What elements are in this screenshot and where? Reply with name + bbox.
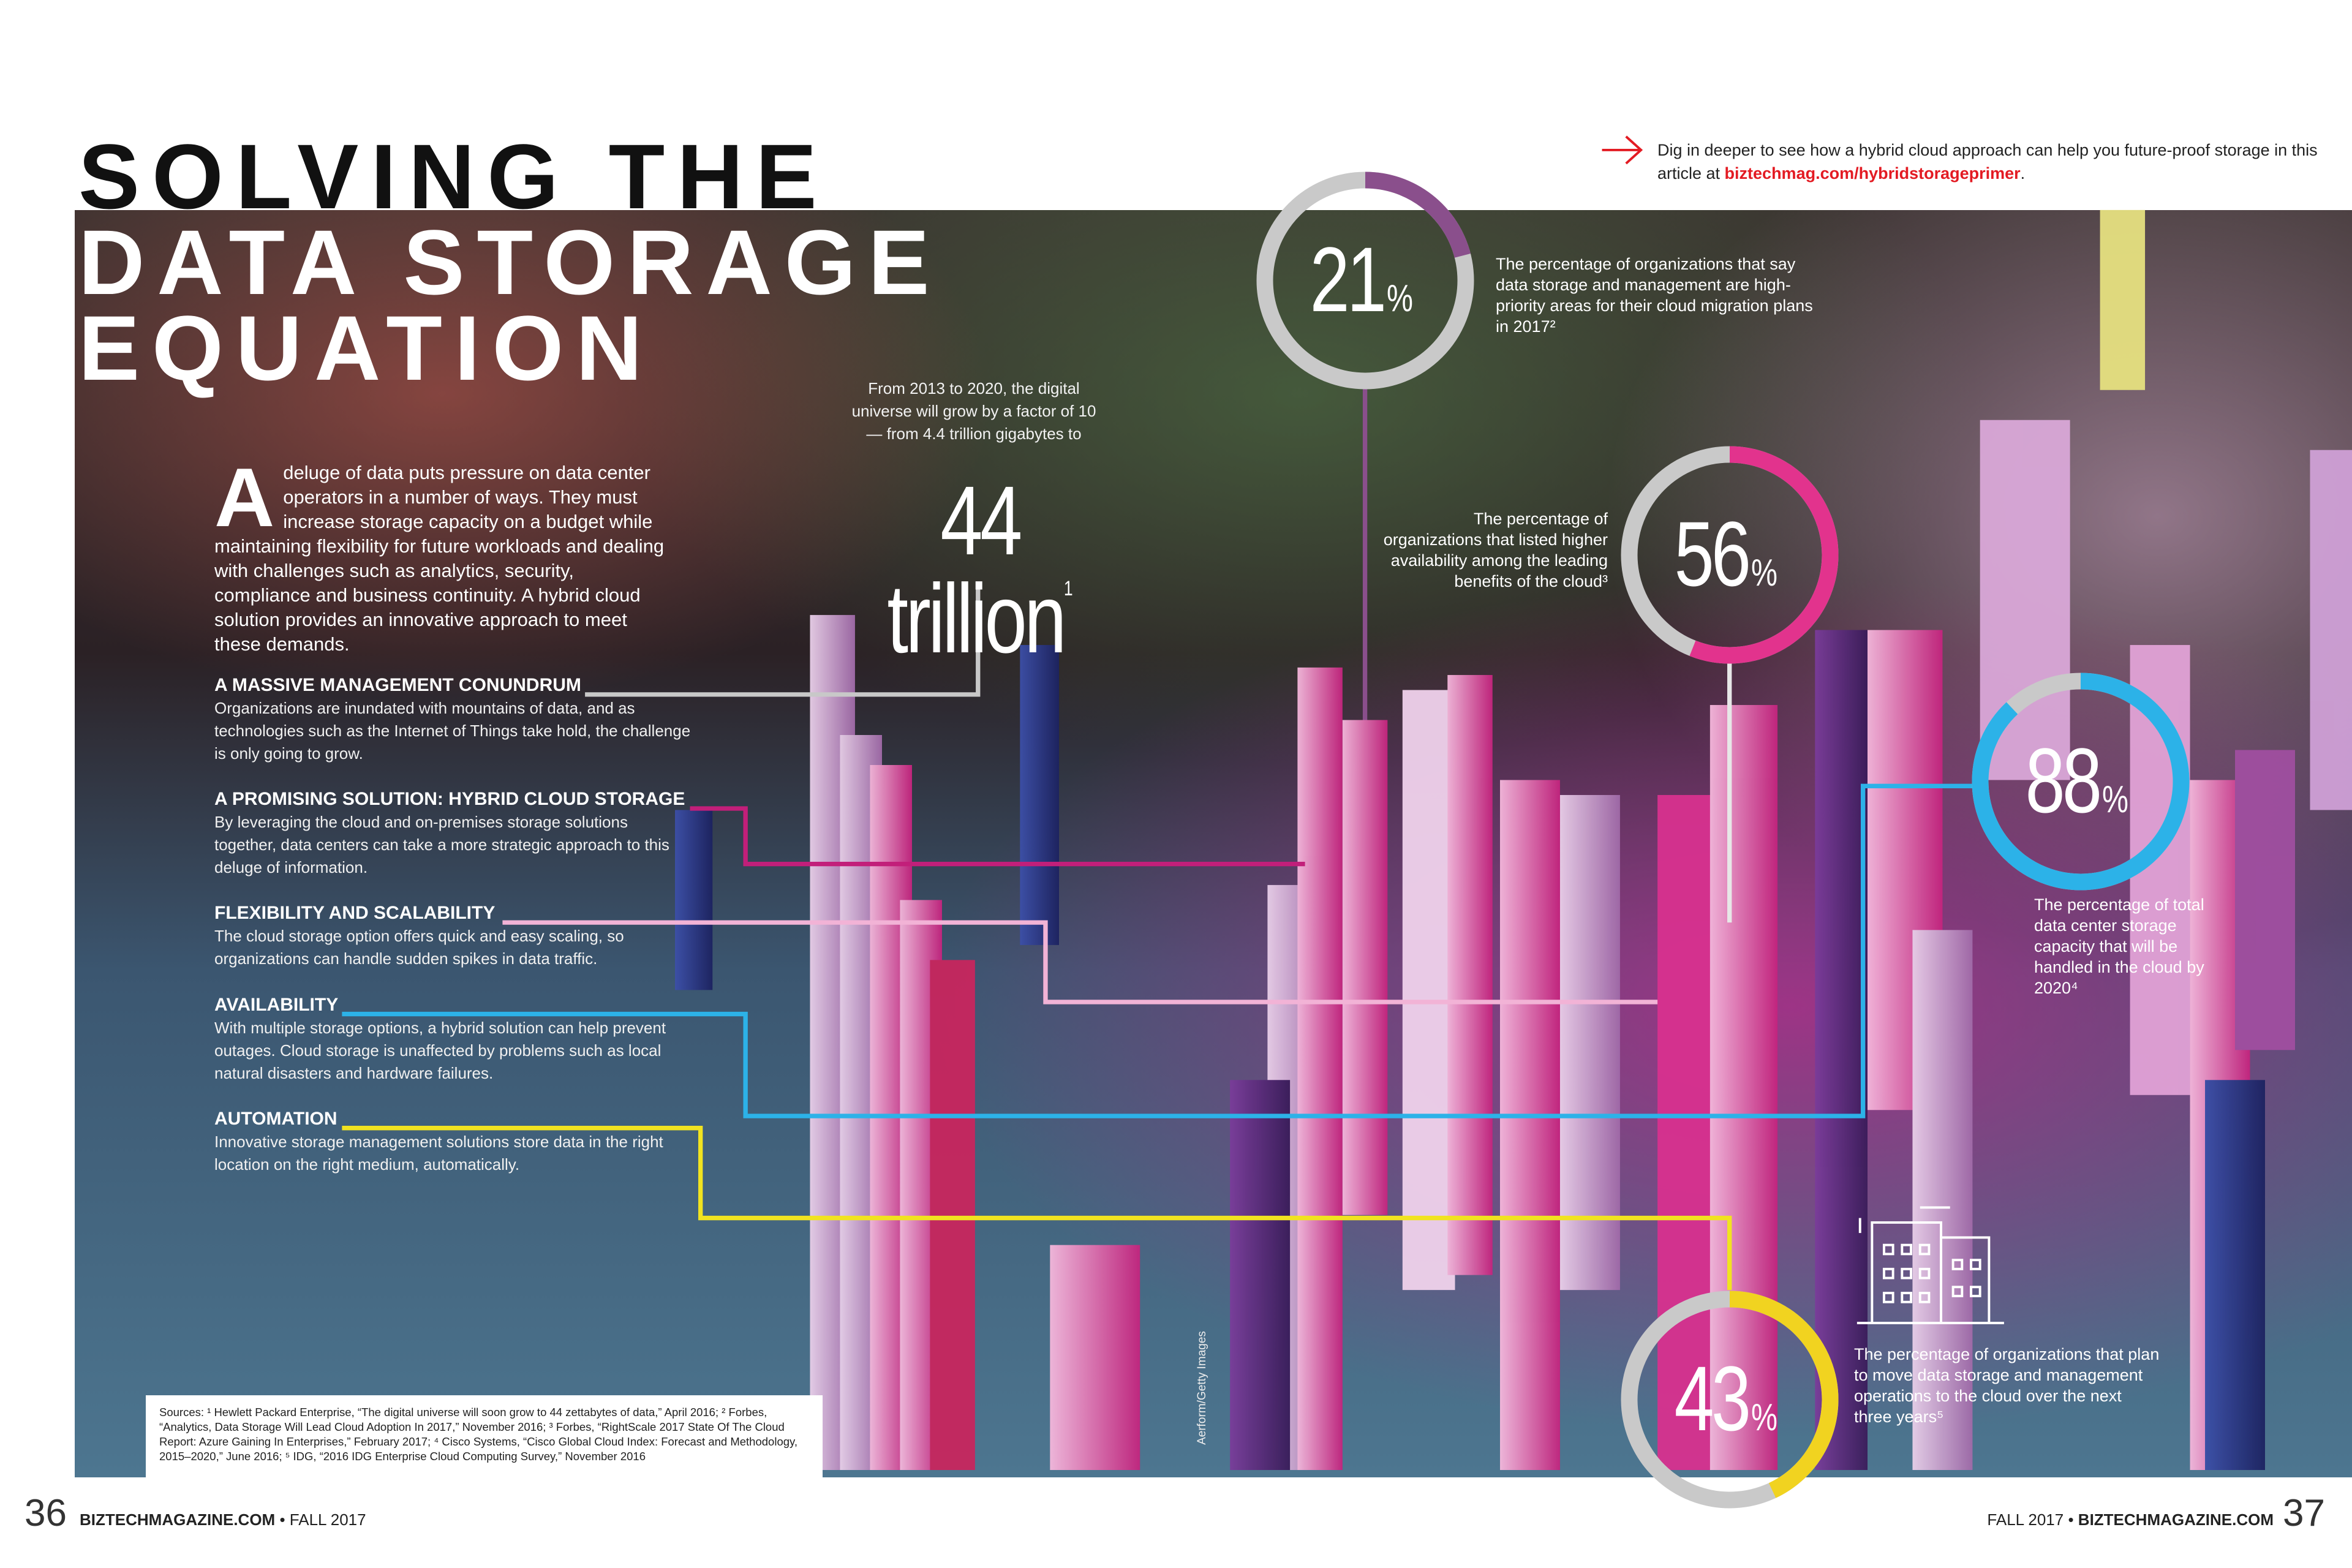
ring-arc — [1256, 172, 1474, 390]
stat-figure: 88% — [2026, 729, 2128, 832]
section-heading: FLEXIBILITY AND SCALABILITY — [214, 903, 496, 923]
promo-end: . — [2020, 164, 2026, 183]
stat-figure: 43% — [1675, 1347, 1777, 1450]
title-line: SOLVING THE — [78, 125, 829, 228]
decor-bars — [675, 209, 2352, 1471]
building-icon — [1856, 1206, 2004, 1324]
stat-value: 43 — [1675, 1347, 1749, 1450]
stat-text: The percentage of total data center stor… — [2034, 895, 2204, 997]
footer-issue: FALL 2017 — [289, 1510, 366, 1529]
title-line: EQUATION — [78, 296, 655, 399]
footer-right: FALL 2017 • BIZTECHMAGAZINE.COM — [1987, 1510, 2274, 1529]
footnote-ref: 1 — [1063, 577, 1073, 600]
footer-separator: • — [2068, 1510, 2074, 1529]
section-body: Innovative storage management solutions … — [214, 1133, 663, 1174]
stat-value: 56 — [1675, 502, 1749, 605]
section-body: Organizations are inundated with mountai… — [214, 699, 691, 763]
footer-separator: • — [279, 1510, 285, 1529]
sources: Sources: ¹ Hewlett Packard Enterprise, “… — [146, 1395, 823, 1477]
connector-lines — [342, 386, 1974, 1291]
drop-cap: A — [214, 451, 275, 544]
section: A PROMISING SOLUTION: HYBRID CLOUD STORA… — [214, 788, 692, 879]
title-line: DATA STORAGE — [78, 211, 942, 314]
promo: Dig in deeper to see how a hybrid cloud … — [1657, 138, 2331, 185]
section: A MASSIVE MANAGEMENT CONUNDRUM Organizati… — [214, 674, 692, 765]
stat-figure: 21% — [1310, 228, 1413, 331]
stat-unit: % — [1751, 1396, 1777, 1438]
intro-text: deluge of data puts pressure on data cen… — [214, 462, 665, 655]
decor — [342, 135, 2352, 1471]
ring-arc — [1972, 673, 2190, 891]
footer-left: BIZTECHMAGAZINE.COM • FALL 2017 — [80, 1510, 366, 1529]
section: AUTOMATION Innovative storage management … — [214, 1107, 692, 1176]
section-heading: AVAILABILITY — [214, 995, 339, 1015]
section: FLEXIBILITY AND SCALABILITY The cloud sto… — [214, 902, 692, 970]
stat-figure: 56% — [1675, 502, 1777, 605]
ring-arc — [1621, 446, 1839, 664]
promo-link[interactable]: biztechmag.com/hybridstorageprimer — [1724, 164, 2021, 183]
growth-text: From 2013 to 2020, the digital universe … — [851, 379, 1096, 443]
stat-rings: 21%56%88%43% — [1256, 172, 2190, 1509]
stat-value: 88 — [2026, 729, 2100, 832]
promo-text: Dig in deeper to see how a hybrid cloud … — [1657, 141, 2318, 183]
growth-number: 44 trillion — [887, 466, 1066, 673]
section-body: The cloud storage option offers quick an… — [214, 927, 624, 968]
stat-text: The percentage of organizations that lis… — [1383, 510, 1608, 590]
ring-arc — [1621, 1291, 1839, 1509]
stat-unit: % — [1387, 277, 1413, 319]
stat-value: 21 — [1310, 228, 1384, 331]
footer-issue: FALL 2017 — [1987, 1510, 2064, 1529]
section-body: With multiple storage options, a hybrid … — [214, 1019, 666, 1082]
stat-text: The percentage of organizations that pla… — [1854, 1345, 2160, 1426]
stat-unit: % — [1751, 551, 1777, 594]
page-number: 37 — [2283, 1492, 2325, 1534]
footer-site: BIZTECHMAGAZINE.COM — [2078, 1510, 2274, 1529]
promo-arrow — [1602, 135, 1643, 165]
section: AVAILABILITY With multiple storage option… — [214, 993, 692, 1085]
footer-site: BIZTECHMAGAZINE.COM — [80, 1510, 276, 1529]
growth-figure: 44 trillion1 — [856, 472, 1104, 668]
page-number: 36 — [24, 1492, 67, 1534]
photo-credit: Aerform/Getty Images — [1195, 1331, 1208, 1445]
section-heading: A MASSIVE MANAGEMENT CONUNDRUM — [214, 675, 581, 695]
section-heading: AUTOMATION — [214, 1109, 337, 1129]
stat-unit: % — [2102, 778, 2128, 820]
section-body: By leveraging the cloud and on-premises … — [214, 813, 669, 876]
stat-text: The percentage of organizations that say… — [1496, 255, 1813, 336]
section-heading: A PROMISING SOLUTION: HYBRID CLOUD STORA… — [214, 789, 685, 809]
